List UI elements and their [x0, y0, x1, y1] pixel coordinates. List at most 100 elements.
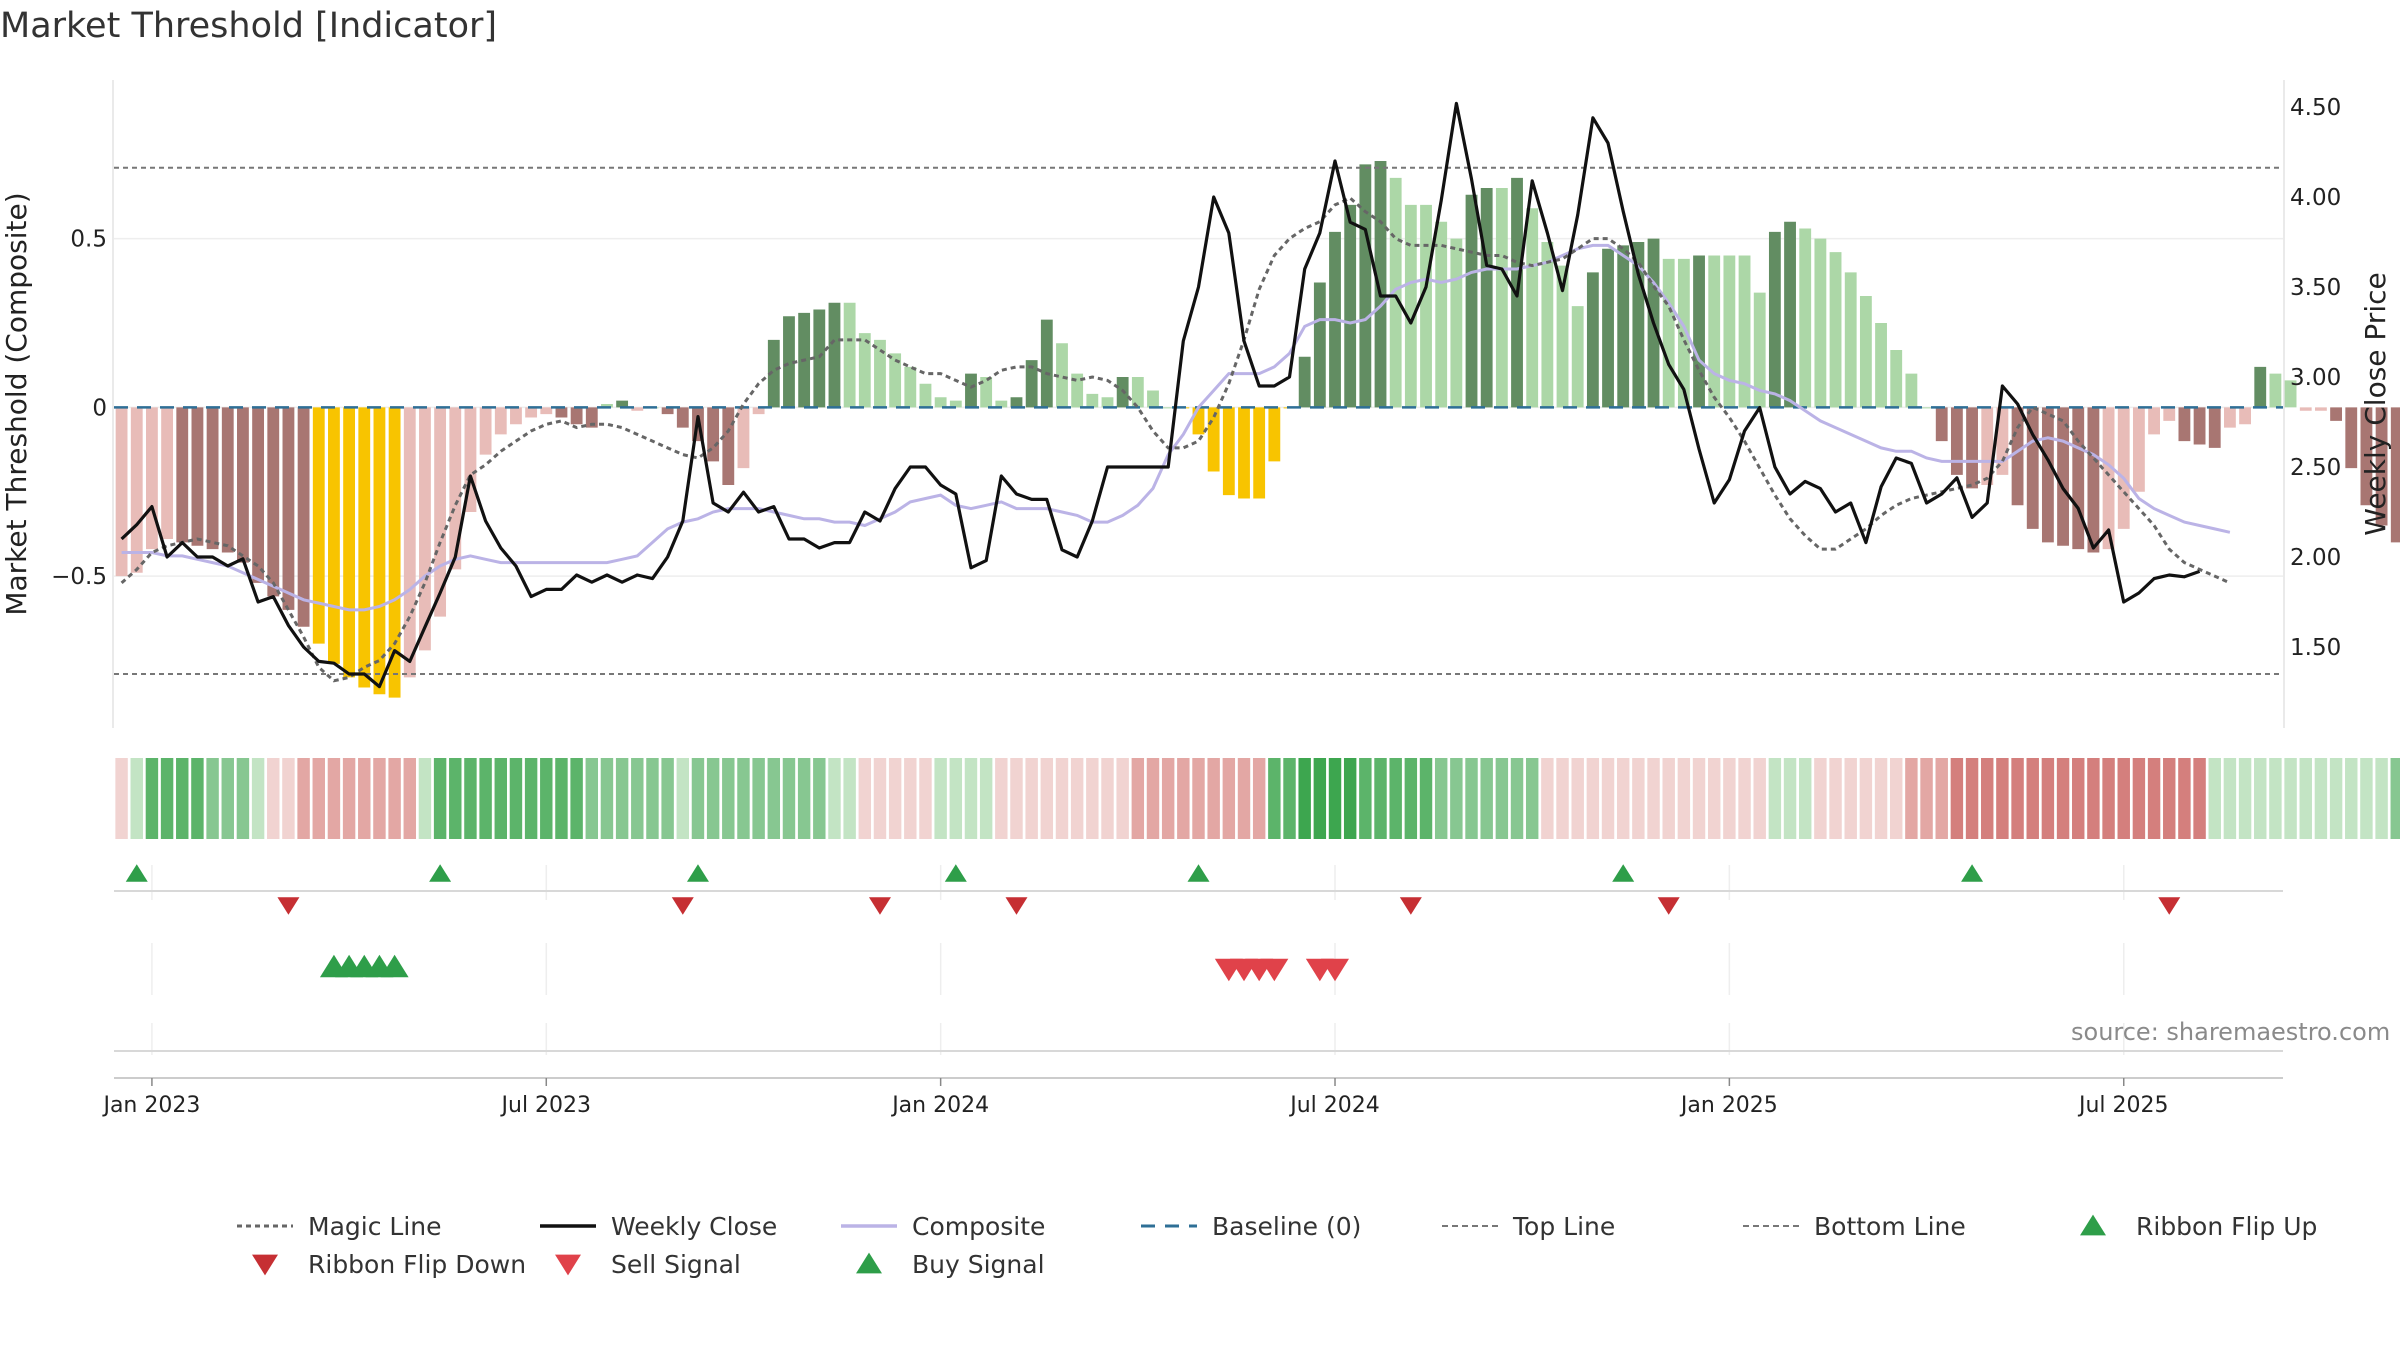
x-tick-label: Jul 2023	[500, 1093, 592, 1118]
legend-item: Sell Signal	[555, 1250, 741, 1279]
composite-bar	[889, 353, 902, 408]
composite-bar	[904, 366, 917, 408]
composite-bar	[282, 407, 295, 610]
composite-bar	[388, 407, 401, 698]
legend-item: Baseline (0)	[1141, 1212, 1361, 1241]
ribbon-cell	[494, 758, 507, 839]
composite-bar	[1632, 242, 1645, 408]
chart-title: Market Threshold [Indicator]	[0, 6, 498, 46]
ribbon-cell	[2163, 758, 2176, 839]
ribbon-cell	[1495, 758, 1509, 839]
composite-bar	[1056, 343, 1068, 408]
ribbon-cell	[2102, 758, 2115, 839]
ribbon-cell	[1707, 758, 1721, 839]
ribbon-cell	[2284, 758, 2297, 839]
ribbon-flip-down-marker	[868, 897, 891, 915]
ribbon-cell	[934, 758, 947, 839]
composite-bar	[2254, 366, 2267, 408]
composite-bar	[1890, 350, 1903, 408]
composite-bar	[237, 407, 249, 563]
ribbon-cell	[2314, 758, 2328, 839]
composite-bar	[1131, 377, 1144, 408]
composite-bar	[2163, 407, 2176, 421]
composite-bar	[919, 383, 932, 408]
composite-bar	[858, 333, 871, 408]
legend-label: Bottom Line	[1814, 1212, 1966, 1241]
ribbon-cell	[1874, 758, 1888, 839]
ribbon-cell	[1677, 758, 1691, 839]
ribbon-cell	[2041, 758, 2055, 839]
ribbon-cell	[1859, 758, 1873, 839]
composite-bar	[1526, 208, 1539, 408]
composite-bar	[2148, 407, 2160, 435]
y-tick-right-label: 4.00	[2290, 185, 2341, 211]
composite-bar	[1799, 228, 1812, 408]
composite-bar	[2117, 407, 2130, 529]
ribbon-cell	[888, 758, 902, 839]
ribbon-cell	[297, 758, 310, 839]
legend-label: Baseline (0)	[1212, 1212, 1361, 1241]
y-tick-right-label: 4.50	[2290, 95, 2341, 121]
ribbon-cell	[858, 758, 872, 839]
ribbon-cell	[1935, 758, 1948, 839]
composite-bar	[434, 407, 447, 617]
ribbon-cell	[2193, 758, 2206, 839]
ribbon-cell	[1040, 758, 1054, 839]
composite-bar	[1480, 188, 1493, 408]
composite-bar	[1693, 255, 1705, 408]
ribbon-cell	[1010, 758, 1023, 839]
ribbon-cell	[1632, 758, 1645, 839]
signal-markers	[319, 954, 1350, 982]
ribbon-cell	[1556, 758, 1569, 839]
composite-bar	[1905, 373, 1918, 408]
ribbon-cell	[1844, 758, 1857, 839]
composite-bar	[1617, 245, 1630, 408]
y-axis-right-label: Weekly Close Price	[2359, 272, 2392, 535]
composite-bar	[1071, 373, 1084, 408]
composite-bar	[2360, 407, 2373, 506]
ribbon-cell	[1662, 758, 1675, 839]
composite-bar	[252, 407, 265, 583]
composite-bar	[1950, 407, 1963, 475]
ribbon-cell	[130, 758, 143, 839]
composite-bar	[1859, 296, 1872, 408]
ribbon-cell	[479, 758, 492, 839]
ribbon-cell	[1616, 758, 1630, 839]
ribbon-cell	[722, 758, 735, 839]
composite-bar	[191, 407, 204, 546]
composite-bar	[267, 407, 280, 597]
composite-bar	[525, 407, 538, 418]
ribbon-cell	[1586, 758, 1600, 839]
ribbon-cell	[2208, 758, 2221, 839]
composite-bar	[2330, 407, 2343, 421]
ribbon-cell	[1525, 758, 1539, 839]
ribbon-cell	[176, 758, 189, 839]
composite-bar	[1420, 204, 1432, 408]
y-axis-left-label: Market Threshold (Composite)	[0, 192, 33, 615]
composite-bar	[995, 400, 1008, 408]
ribbon-cell	[373, 758, 386, 839]
ribbon-cell	[1283, 758, 1296, 839]
ribbon-cell	[327, 758, 341, 839]
composite-bar	[1966, 407, 1978, 489]
composite-bar	[1101, 397, 1114, 408]
ribbon-flip-down-marker	[671, 897, 694, 915]
composite-bar	[1556, 265, 1569, 408]
composite-bar	[1662, 258, 1675, 408]
legend-swatch	[856, 1252, 882, 1274]
ribbon-cell	[1161, 758, 1175, 839]
ribbon-cell	[1510, 758, 1524, 839]
ribbon-cell	[964, 758, 978, 839]
ribbon-cell	[2345, 758, 2358, 839]
ribbon-cell	[1252, 758, 1266, 839]
composite-bar	[2057, 407, 2069, 546]
ribbon-cell	[2360, 758, 2373, 839]
composite-bars	[115, 161, 2400, 698]
ribbon-cell	[1753, 758, 1766, 839]
ribbon-flip-down-marker	[2158, 897, 2181, 915]
composite-bar	[1981, 407, 1994, 485]
ribbon-cell	[706, 758, 720, 839]
legend-label: Ribbon Flip Down	[308, 1250, 526, 1279]
